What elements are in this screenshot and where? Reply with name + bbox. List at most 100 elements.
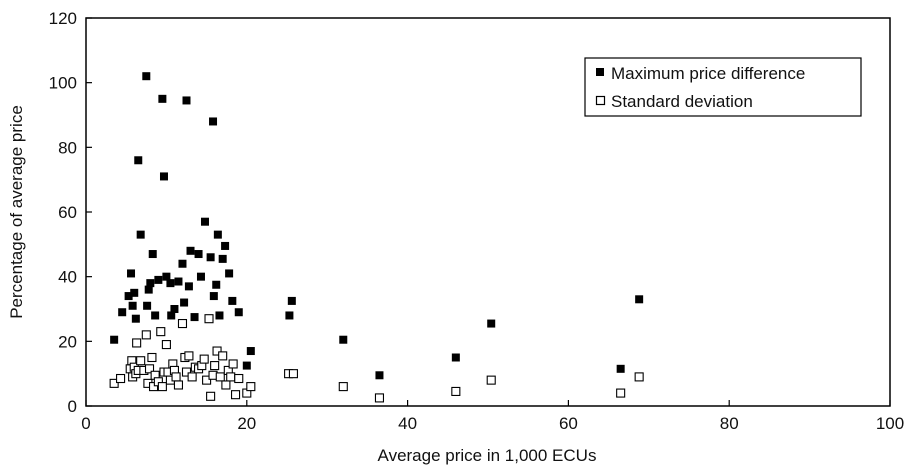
std-deviation-point xyxy=(228,359,238,369)
legend-marker-std xyxy=(595,95,606,106)
max-price-difference-point xyxy=(190,313,199,322)
max-price-difference-point xyxy=(144,285,153,294)
std-deviation-point xyxy=(288,369,298,379)
max-price-difference-point xyxy=(246,347,255,356)
x-tick-label: 100 xyxy=(876,414,904,433)
std-deviation-point xyxy=(181,367,192,377)
std-deviation-point xyxy=(157,382,167,392)
max-price-difference-point xyxy=(339,335,348,344)
std-deviation-point xyxy=(132,338,142,348)
x-tick-label: 20 xyxy=(237,414,256,433)
x-tick-label: 40 xyxy=(398,414,417,433)
max-price-difference-point xyxy=(209,292,218,301)
std-deviation-point xyxy=(451,386,461,397)
std-deviation-point xyxy=(234,373,244,384)
std-deviation-point xyxy=(616,388,626,398)
x-axis: 0 20 40 60 80 100 xyxy=(81,400,904,433)
max-price-difference-point xyxy=(158,94,167,103)
max-price-difference-point xyxy=(228,296,237,305)
max-price-difference-point xyxy=(184,282,193,291)
max-price-difference-point xyxy=(128,301,137,310)
std-deviation-point xyxy=(187,372,197,382)
std-deviation-point xyxy=(148,382,159,392)
max-price-difference-point xyxy=(287,296,296,305)
std-deviation-point xyxy=(156,327,166,337)
max-price-difference-point xyxy=(451,353,460,362)
max-price-difference-point xyxy=(174,277,183,286)
max-price-difference-point xyxy=(180,298,189,307)
std-deviation-point xyxy=(206,391,216,401)
max-price-difference-point xyxy=(131,314,140,323)
std-deviation-point xyxy=(226,372,236,382)
max-price-difference-point xyxy=(635,295,644,304)
std-deviation-point xyxy=(171,372,181,382)
max-price-difference-point xyxy=(159,172,168,181)
std-deviation-point xyxy=(204,314,214,324)
max-price-difference-point xyxy=(136,230,145,239)
max-price-difference-point xyxy=(167,311,176,320)
y-tick-label: 100 xyxy=(49,74,77,93)
max-price-difference-point xyxy=(196,272,205,281)
y-tick-label: 20 xyxy=(58,332,77,351)
std-deviation-point xyxy=(218,351,228,361)
max-price-difference-point xyxy=(186,246,195,255)
max-price-difference-point xyxy=(166,279,175,288)
max-price-difference-point xyxy=(200,217,209,226)
max-price-difference-point xyxy=(375,371,384,380)
std-deviation-point xyxy=(634,372,644,382)
max-price-difference-point xyxy=(215,311,224,320)
max-price-difference-point xyxy=(213,230,222,239)
max-price-difference-point xyxy=(206,253,215,262)
std-deviation-point xyxy=(210,361,220,371)
std-deviation-point xyxy=(184,351,194,361)
legend: Maximum price difference Standard deviat… xyxy=(584,57,862,117)
max-price-difference-point xyxy=(616,364,625,373)
max-price-difference-point xyxy=(194,250,203,259)
std-deviation-point xyxy=(173,380,184,390)
std-deviation-point xyxy=(215,372,225,382)
legend-label-std: Standard deviation xyxy=(611,92,753,111)
max-price-difference-point xyxy=(242,361,251,370)
max-price-difference-point xyxy=(234,308,243,317)
std-deviation-point xyxy=(202,375,212,385)
std-deviation-point xyxy=(486,375,496,385)
y-tick-label: 120 xyxy=(49,9,77,28)
max-price-difference-point xyxy=(285,311,294,320)
y-tick-label: 0 xyxy=(68,397,77,416)
std-deviation-point xyxy=(116,373,126,384)
max-price-difference-point xyxy=(218,254,227,263)
max-price-difference-point xyxy=(148,250,157,259)
y-tick-label: 60 xyxy=(58,203,77,222)
max-price-difference-point xyxy=(130,288,139,297)
std-deviation-point xyxy=(161,340,171,350)
data-points xyxy=(109,72,644,403)
std-deviation-point xyxy=(246,382,256,392)
x-axis-title: Average price in 1,000 ECUs xyxy=(378,446,597,465)
max-price-difference-point xyxy=(182,96,191,105)
max-price-difference-point xyxy=(225,269,234,278)
max-price-difference-point xyxy=(134,156,143,165)
std-deviation-point xyxy=(338,382,348,392)
max-price-difference-point xyxy=(487,319,496,328)
y-tick-label: 80 xyxy=(58,138,77,157)
max-price-difference-point xyxy=(142,72,151,81)
max-price-difference-point xyxy=(154,275,163,284)
max-price-difference-point xyxy=(127,269,136,278)
y-axis: 0 20 40 60 80 100 120 xyxy=(49,9,92,416)
max-price-difference-point xyxy=(170,305,179,313)
max-price-difference-point xyxy=(146,279,155,288)
std-deviation-point xyxy=(147,352,157,363)
max-price-difference-point xyxy=(212,280,221,289)
max-price-difference-point xyxy=(110,335,119,344)
std-deviation-point xyxy=(144,364,155,374)
max-price-difference-point xyxy=(221,241,230,250)
x-tick-label: 80 xyxy=(720,414,739,433)
legend-box xyxy=(584,57,862,117)
max-price-difference-point xyxy=(151,311,160,320)
y-tick-label: 40 xyxy=(58,268,77,287)
std-deviation-point xyxy=(199,354,209,364)
x-tick-label: 60 xyxy=(559,414,578,433)
legend-label-max: Maximum price difference xyxy=(611,64,805,83)
std-deviation-point xyxy=(212,346,222,356)
